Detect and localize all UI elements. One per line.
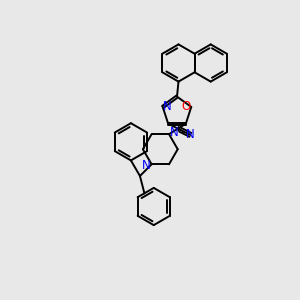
Text: C: C xyxy=(176,123,184,136)
Text: N: N xyxy=(163,100,172,113)
Text: N: N xyxy=(170,126,178,139)
Text: O: O xyxy=(182,100,191,113)
Text: N: N xyxy=(142,159,151,172)
Text: N: N xyxy=(186,128,195,141)
